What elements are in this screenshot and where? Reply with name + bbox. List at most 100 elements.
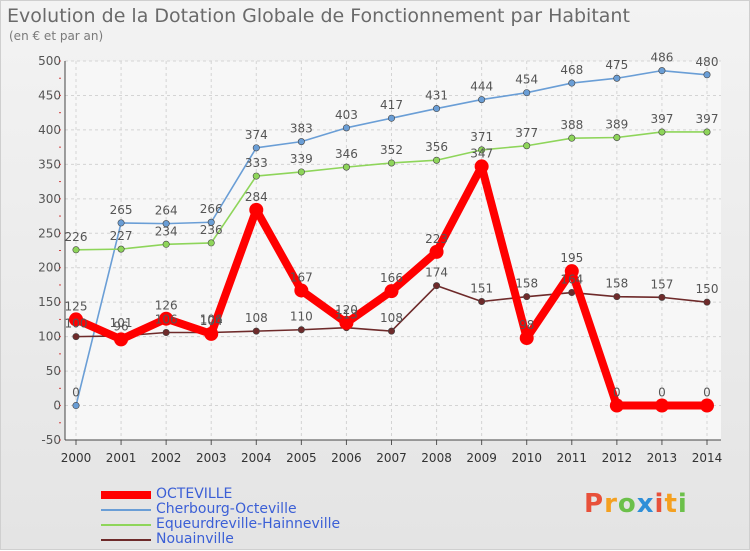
legend-swatch-octeville [101, 490, 151, 499]
data-point-octeville [204, 326, 219, 341]
data-point-equeurdreville-hainneville [162, 240, 170, 248]
data-point-equeurdreville-hainneville [207, 239, 215, 247]
logo-letter: r [604, 489, 618, 519]
data-label-equeurdreville-hainneville: 397 [650, 112, 673, 126]
data-label-equeurdreville-hainneville: 397 [696, 112, 719, 126]
logo-letter: P [584, 489, 605, 519]
data-point-octeville [384, 284, 399, 299]
data-label-octeville: 0 [613, 386, 621, 400]
data-point-octeville [69, 312, 83, 327]
data-label-nouainville: 157 [650, 277, 673, 291]
data-point-nouainville [297, 326, 305, 334]
legend-item-cherbourg: Cherbourg-Octeville [101, 502, 340, 517]
y-tick-label: 100 [38, 330, 61, 344]
logo-letter: i [677, 489, 688, 519]
data-label-equeurdreville-hainneville: 389 [605, 117, 628, 131]
data-point-cherbourg-octeville [297, 138, 305, 146]
data-label-cherbourg-octeville: 454 [515, 73, 538, 87]
data-label-octeville: 223 [425, 232, 448, 246]
data-point-equeurdreville-hainneville [568, 134, 576, 142]
data-point-cherbourg-octeville [433, 105, 441, 113]
data-label-nouainville: 174 [425, 266, 448, 280]
legend-label-nouainville: Nouainville [156, 531, 234, 547]
data-label-nouainville: 106 [200, 313, 223, 327]
data-label-cherbourg-octeville: 266 [200, 202, 223, 216]
data-label-nouainville: 150 [696, 282, 719, 296]
data-point-cherbourg-octeville [117, 219, 125, 227]
legend-swatch-cherbourg [101, 508, 151, 511]
data-point-nouainville [433, 282, 441, 290]
y-tick-label: 250 [38, 226, 61, 240]
x-tick-label: 2010 [511, 451, 542, 465]
data-point-cherbourg-octeville [613, 74, 621, 82]
data-point-nouainville [523, 293, 531, 301]
data-point-cherbourg-octeville [703, 71, 711, 79]
data-point-octeville [609, 398, 624, 413]
data-label-cherbourg-octeville: 486 [650, 51, 673, 65]
y-tick-label: 150 [38, 295, 61, 309]
data-point-cherbourg-octeville [478, 96, 486, 104]
proxiti-logo: Proxiti [584, 489, 688, 519]
data-label-nouainville: 158 [515, 277, 538, 291]
data-label-cherbourg-octeville: 431 [425, 89, 448, 103]
x-tick-label: 2003 [196, 451, 227, 465]
data-label-cherbourg-octeville: 475 [605, 58, 628, 72]
data-label-octeville: 0 [658, 386, 666, 400]
data-point-nouainville [387, 327, 395, 335]
y-tick-label: 500 [38, 54, 61, 68]
data-label-octeville: 166 [380, 271, 403, 285]
data-point-equeurdreville-hainneville [342, 163, 350, 171]
legend-swatch-equeurdreville [101, 523, 151, 526]
chart-subtitle: (en € et par an) [9, 29, 104, 43]
data-label-cherbourg-octeville: 374 [245, 128, 268, 142]
data-point-nouainville [72, 333, 80, 341]
x-tick-label: 2002 [151, 451, 182, 465]
legend-item-nouainville: Nouainville [101, 532, 340, 547]
logo-letter: t [664, 489, 678, 519]
y-tick-label: 0 [53, 399, 61, 413]
data-label-equeurdreville-hainneville: 226 [65, 230, 88, 244]
data-label-octeville: 167 [290, 270, 313, 284]
chart-title: Evolution de la Dotation Globale de Fonc… [7, 5, 630, 27]
data-label-nouainville: 100 [65, 317, 88, 331]
data-point-cherbourg-octeville [523, 89, 531, 97]
y-tick-label: 450 [38, 88, 61, 102]
data-label-nouainville: 151 [470, 281, 493, 295]
logo-letter: x [636, 489, 655, 519]
data-point-octeville [654, 398, 669, 413]
y-tick-label: 300 [38, 192, 61, 206]
y-tick-label: 200 [38, 261, 61, 275]
x-tick-label: 2011 [557, 451, 588, 465]
data-point-cherbourg-octeville [162, 220, 170, 228]
data-point-cherbourg-octeville [342, 124, 350, 132]
data-point-octeville [339, 315, 354, 330]
chart-legend: OCTEVILLE Cherbourg-Octeville Equeurdrev… [101, 487, 340, 547]
data-point-octeville [159, 311, 174, 326]
data-point-equeurdreville-hainneville [117, 245, 125, 253]
data-point-octeville [519, 331, 534, 346]
data-label-nouainville: 113 [335, 308, 358, 322]
data-label-octeville: 120 [335, 303, 358, 317]
data-point-equeurdreville-hainneville [523, 142, 531, 150]
data-label-octeville: 347 [470, 146, 493, 160]
legend-item-octeville: OCTEVILLE [101, 487, 340, 502]
data-label-octeville: 195 [560, 251, 583, 265]
data-label-equeurdreville-hainneville: 227 [110, 229, 133, 243]
data-point-nouainville [162, 329, 170, 337]
x-tick-label: 2012 [602, 451, 633, 465]
data-label-cherbourg-octeville: 403 [335, 108, 358, 122]
data-point-equeurdreville-hainneville [252, 172, 260, 180]
x-tick-label: 2009 [466, 451, 497, 465]
data-point-octeville [114, 332, 129, 347]
data-label-cherbourg-octeville: 0 [72, 386, 80, 400]
data-point-cherbourg-octeville [387, 114, 395, 122]
data-point-equeurdreville-hainneville [433, 156, 441, 164]
data-point-equeurdreville-hainneville [703, 128, 711, 136]
plot-area [65, 61, 721, 440]
data-label-octeville: 0 [703, 386, 711, 400]
data-label-octeville: 126 [155, 299, 178, 313]
data-label-equeurdreville-hainneville: 371 [470, 130, 493, 144]
data-label-equeurdreville-hainneville: 339 [290, 152, 313, 166]
y-tick-label: 350 [38, 157, 61, 171]
